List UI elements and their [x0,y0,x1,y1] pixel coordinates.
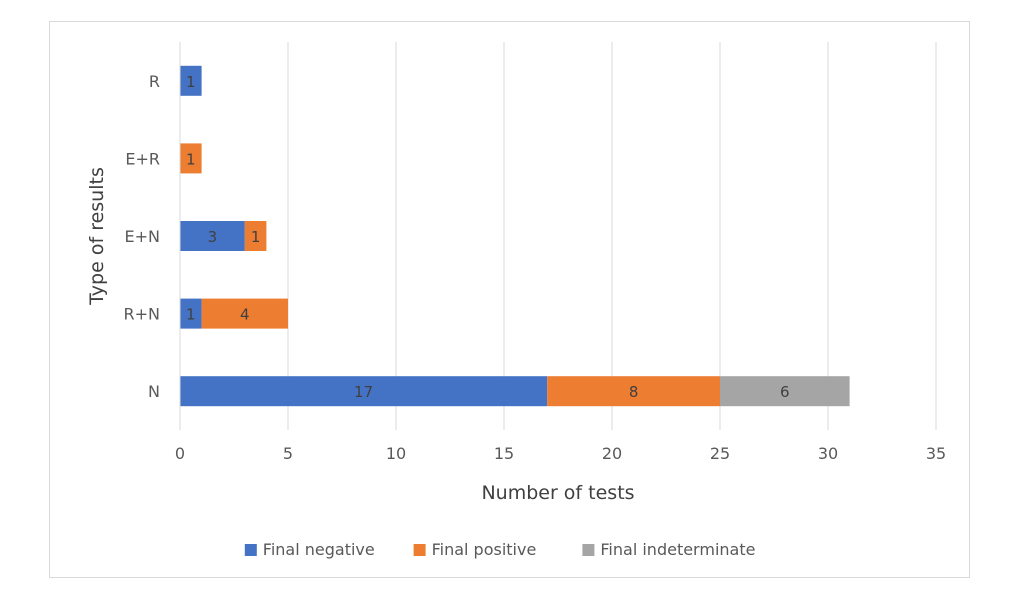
data-label: 1 [251,228,261,246]
bar-E+N-final-positive [244,221,267,251]
x-tick-label: 35 [926,444,946,463]
bars [180,65,850,407]
data-label: 17 [354,383,373,401]
legend-swatch [413,544,426,556]
y-tick-label: E+N [125,227,160,246]
data-label: 4 [240,306,250,324]
data-label: 3 [208,228,218,246]
bar-E+R-final-positive [180,143,202,174]
bar-R+N-final-positive [201,298,288,329]
bar-N-final-negative [180,376,548,407]
legend-label: Final negative [263,540,375,559]
x-tick-label: 15 [494,444,514,463]
bar-R-final-negative [180,65,202,96]
axes: 0 5 10 15 20 25 30 35 N R+N E+N E+R R [124,42,946,463]
y-axis-title: Type of results [86,167,108,306]
y-tick-label: E+R [125,149,160,168]
legend: Final negative Final positive Final indete… [244,540,755,559]
legend-swatch [244,544,257,556]
data-label: 1 [186,150,196,168]
bar-N-final-positive [547,376,720,407]
gridlines [179,42,937,430]
x-tick-label: 0 [175,444,185,463]
y-tick-label: R [149,72,160,91]
data-label: 1 [186,73,196,91]
bar-E+N-final-negative [180,221,245,251]
bar-R+N-final-negative [180,298,202,329]
y-tick-label: N [148,382,160,401]
x-tick-label: 10 [386,444,406,463]
x-axis-title: Number of tests [481,482,634,504]
x-tick-label: 30 [818,444,838,463]
bar-N-final-indeterminate [720,376,850,407]
x-tick-label: 25 [710,444,730,463]
legend-label: Final positive [432,540,537,559]
data-label: 8 [629,383,639,401]
data-labels: 17 8 6 1 4 3 1 1 1 [186,73,790,401]
x-tick-label: 5 [283,444,293,463]
y-tick-label: R+N [124,305,161,324]
legend-label: Final indeterminate [600,540,755,559]
data-label: 6 [780,383,790,401]
legend-swatch [582,544,595,556]
x-tick-label: 20 [602,444,622,463]
data-label: 1 [186,306,196,324]
